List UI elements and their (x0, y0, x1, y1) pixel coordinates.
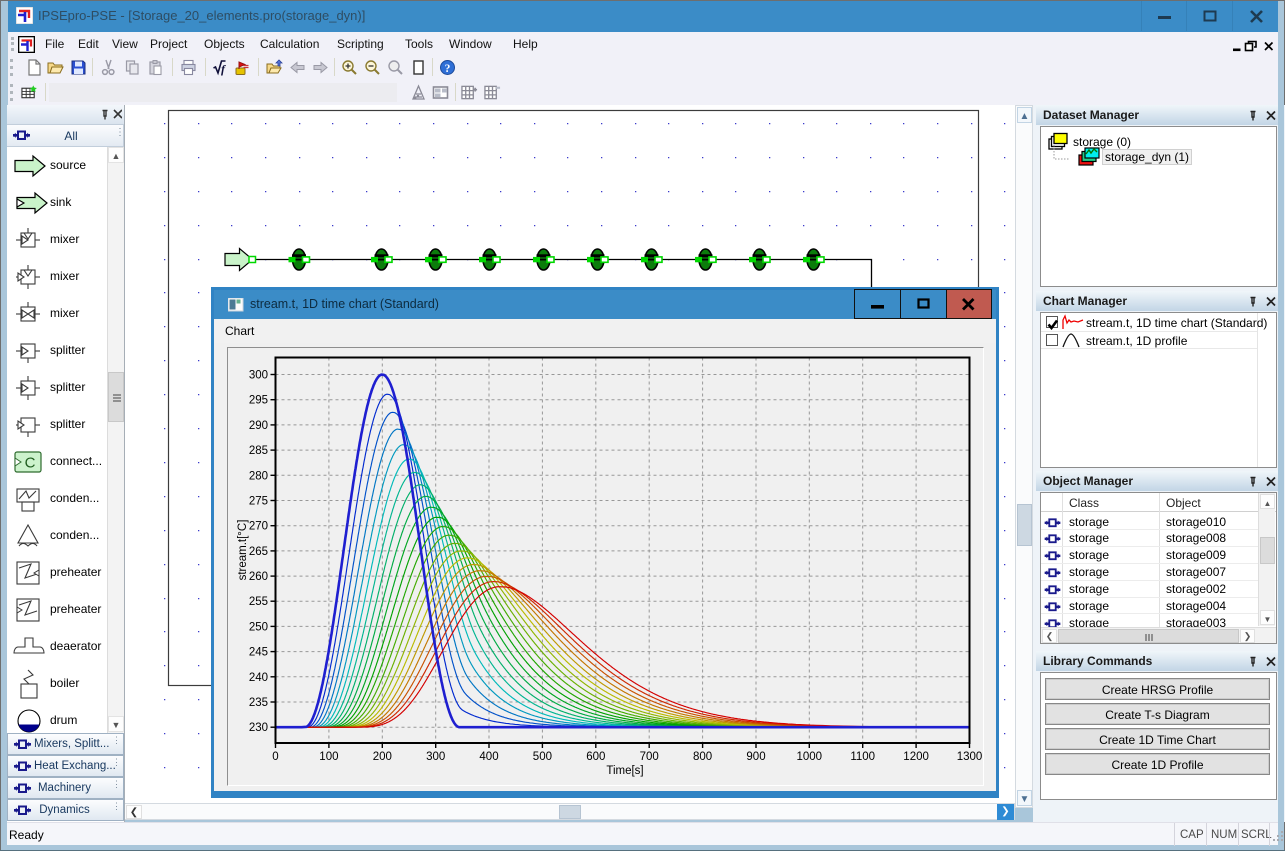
svg-text:285: 285 (249, 445, 268, 457)
svg-text:stream.t[°C]: stream.t[°C] (237, 520, 249, 581)
svg-text:260: 260 (249, 571, 268, 583)
svg-text:?: ? (445, 63, 451, 75)
svg-text:230: 230 (249, 722, 268, 734)
svg-text:275: 275 (249, 496, 268, 508)
svg-text:700: 700 (640, 751, 659, 763)
svg-text:100: 100 (319, 751, 338, 763)
svg-text:240: 240 (249, 672, 268, 684)
svg-text:400: 400 (479, 751, 498, 763)
svg-text:600: 600 (586, 751, 605, 763)
svg-text:290: 290 (249, 420, 268, 432)
svg-text:500: 500 (533, 751, 552, 763)
svg-text:300: 300 (426, 751, 445, 763)
svg-text:300: 300 (249, 370, 268, 382)
svg-text:250: 250 (249, 621, 268, 633)
svg-text:1100: 1100 (850, 751, 875, 763)
svg-text:1000: 1000 (797, 751, 823, 763)
svg-text:800: 800 (693, 751, 712, 763)
svg-text:255: 255 (249, 596, 268, 608)
svg-text:295: 295 (249, 395, 268, 407)
svg-text:245: 245 (249, 647, 268, 659)
svg-text:265: 265 (249, 546, 268, 558)
svg-text:200: 200 (373, 751, 392, 763)
svg-text:1200: 1200 (903, 751, 929, 763)
svg-text:900: 900 (746, 751, 765, 763)
svg-text:f: f (221, 62, 226, 76)
svg-text:1300: 1300 (957, 751, 983, 763)
svg-text:Time[s]: Time[s] (606, 765, 643, 777)
svg-text:0: 0 (272, 751, 278, 763)
svg-text:C: C (25, 455, 36, 472)
svg-text:270: 270 (249, 521, 268, 533)
svg-text:235: 235 (249, 697, 268, 709)
svg-text:280: 280 (249, 470, 268, 482)
